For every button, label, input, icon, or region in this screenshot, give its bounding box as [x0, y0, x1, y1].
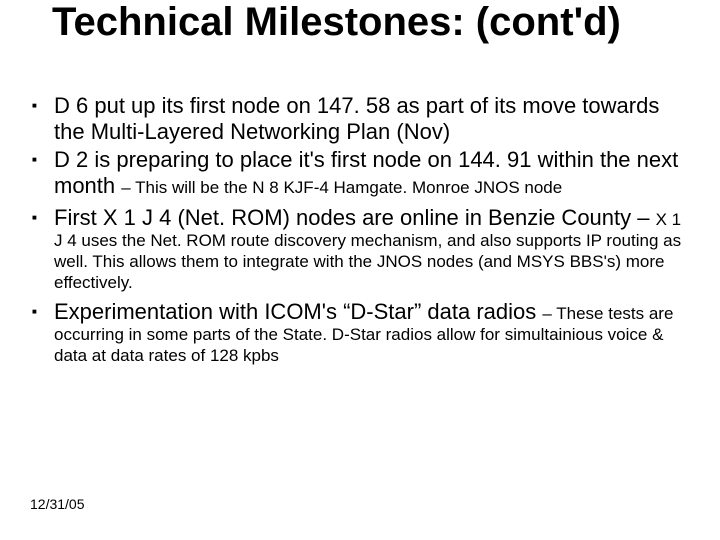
bullet-icon: ■: [30, 205, 54, 231]
bullet-main: D 6 put up its first node on 147. 58 as …: [54, 93, 659, 144]
bullet-sub: – This will be the N 8 KJF-4 Hamgate. Mo…: [121, 178, 562, 197]
slide-date: 12/31/05: [30, 496, 85, 512]
bullet-item: ■ D 2 is preparing to place it's first n…: [30, 147, 690, 199]
bullet-main: Experimentation with ICOM's “D-Star” dat…: [54, 299, 542, 324]
bullet-item: ■ D 6 put up its first node on 147. 58 a…: [30, 93, 690, 145]
bullet-icon: ■: [30, 147, 54, 173]
slide-title: Technical Milestones: (cont'd): [52, 2, 692, 43]
bullet-icon: ■: [30, 93, 54, 119]
bullet-item: ■ First X 1 J 4 (Net. ROM) nodes are onl…: [30, 205, 690, 294]
bullet-main: First X 1 J 4 (Net. ROM) nodes are onlin…: [54, 205, 656, 230]
bullet-text: First X 1 J 4 (Net. ROM) nodes are onlin…: [54, 205, 690, 294]
slide: Technical Milestones: (cont'd) ■ D 6 put…: [0, 0, 720, 540]
bullet-item: ■ Experimentation with ICOM's “D-Star” d…: [30, 299, 690, 367]
bullet-text: D 6 put up its first node on 147. 58 as …: [54, 93, 690, 145]
bullet-text: Experimentation with ICOM's “D-Star” dat…: [54, 299, 690, 367]
bullet-text: D 2 is preparing to place it's first nod…: [54, 147, 690, 199]
bullet-icon: ■: [30, 299, 54, 325]
slide-body: ■ D 6 put up its first node on 147. 58 a…: [30, 93, 690, 369]
